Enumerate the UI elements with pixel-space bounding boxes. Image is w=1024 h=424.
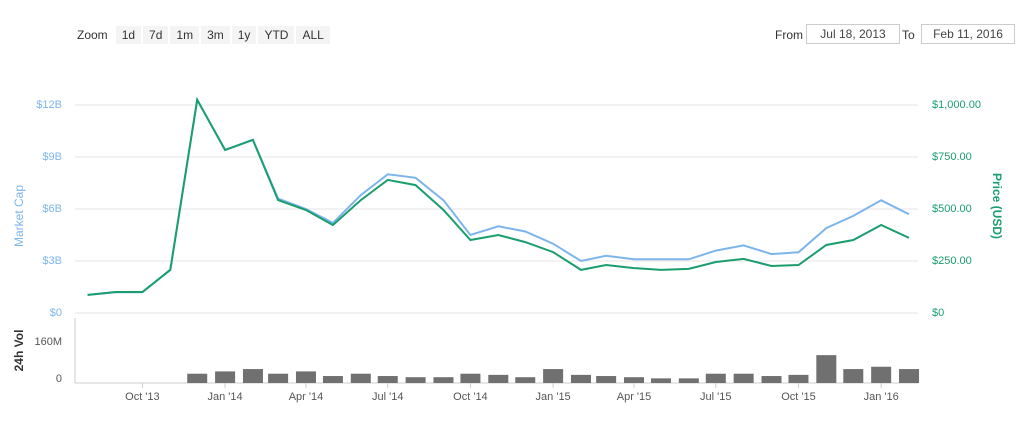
x-tick-label: Jul '14	[372, 391, 403, 403]
volume-bar	[242, 369, 263, 383]
from-input[interactable]: Jul 18, 2013	[806, 24, 900, 44]
volume-bar	[488, 374, 509, 383]
y2-tick-label: $1,000.00	[932, 99, 981, 111]
y2-tick-label: $750.00	[932, 151, 972, 163]
volume-bar	[543, 369, 564, 383]
volume-bar	[816, 355, 837, 383]
y2-axis-title: Price (USD)	[990, 173, 1004, 239]
volume-bar	[705, 373, 726, 383]
to-label: To	[902, 28, 915, 42]
volume-bar	[871, 366, 892, 383]
x-tick-label: Jan '15	[536, 391, 571, 403]
zoom-label: Zoom	[77, 28, 108, 42]
volume-bar	[377, 376, 398, 383]
y-tick-label: $3B	[42, 255, 62, 267]
from-label: From	[775, 28, 803, 42]
volume-bar	[899, 369, 920, 383]
volume-bar	[596, 376, 617, 383]
volume-bar	[187, 373, 208, 383]
y-tick-label: $0	[50, 307, 62, 319]
y-axis-title: Market Cap	[12, 185, 26, 247]
volume-bar	[322, 376, 343, 383]
x-tick-label: Apr '14	[289, 391, 324, 403]
zoom-bar: Zoom 1d 7d 1m 3m 1y YTD ALL	[77, 26, 332, 44]
zoom-button[interactable]: 1y	[231, 26, 257, 44]
volume-bar	[650, 378, 671, 383]
volume-bar	[215, 371, 236, 383]
volume-bar	[570, 374, 591, 383]
volume-bar	[405, 377, 426, 383]
y-tick-label: $12B	[36, 99, 62, 111]
volume-bar	[268, 373, 289, 383]
x-tick-label: Jan '14	[208, 391, 243, 403]
x-tick-label: Apr '15	[617, 391, 652, 403]
y-tick-label: $9B	[42, 151, 62, 163]
x-tick-label: Jul '15	[700, 391, 731, 403]
x-tick-label: Oct '14	[453, 391, 488, 403]
volume-bar	[350, 373, 371, 383]
y-tick-label: 0	[56, 373, 62, 385]
y-tick-label: 160M	[34, 336, 62, 348]
volume-bar	[433, 377, 454, 383]
volume-bar	[733, 373, 754, 383]
zoom-button[interactable]: YTD	[258, 26, 295, 44]
series-line	[87, 96, 910, 296]
volume-bar	[295, 371, 316, 383]
y2-tick-label: $250.00	[932, 255, 972, 267]
x-tick-label: Oct '15	[781, 391, 816, 403]
volume-bar	[678, 378, 699, 383]
zoom-button[interactable]: 7d	[143, 26, 169, 44]
x-tick-label: Oct '13	[125, 391, 160, 403]
y2-tick-label: $500.00	[932, 203, 972, 215]
zoom-button[interactable]: ALL	[296, 26, 330, 44]
zoom-button[interactable]: 1m	[170, 26, 200, 44]
y-axis-title: 24h Vol	[12, 330, 26, 372]
y-tick-label: $6B	[42, 203, 62, 215]
volume-bar	[761, 376, 782, 383]
volume-bar	[624, 377, 645, 383]
volume-bar	[460, 373, 481, 383]
x-tick-label: Jan '16	[864, 391, 899, 403]
zoom-button[interactable]: 1d	[115, 26, 142, 44]
volume-bar	[843, 369, 864, 383]
y2-tick-label: $0	[932, 307, 944, 319]
zoom-button[interactable]: 3m	[201, 26, 230, 44]
volume-bar	[515, 377, 536, 383]
volume-bar	[788, 374, 809, 383]
to-input[interactable]: Feb 11, 2016	[921, 24, 1015, 44]
